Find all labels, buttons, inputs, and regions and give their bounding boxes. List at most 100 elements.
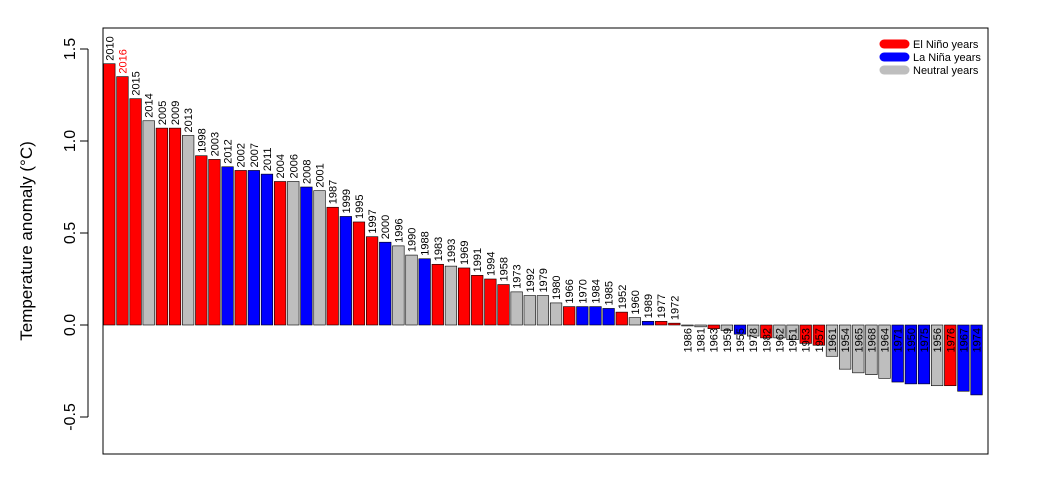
bar-year-label: 2013 — [183, 108, 195, 132]
bar-year-label: 2016 — [117, 49, 129, 73]
bar — [365, 236, 379, 326]
bar-year-label: 1983 — [433, 237, 445, 261]
bar-year-label: 1985 — [604, 281, 616, 305]
bar-year-label: 1989 — [643, 294, 655, 318]
bar-year-label: 1958 — [499, 257, 511, 281]
bar-year-label: 1960 — [630, 290, 642, 314]
bar-year-label: 1965 — [853, 328, 865, 352]
y-tick-label: -0.5 — [62, 403, 79, 431]
bar-year-label: 1952 — [617, 285, 629, 309]
bar-year-label: 2002 — [236, 143, 248, 167]
y-tick-label: 0.0 — [62, 314, 79, 336]
bar-year-label: 2005 — [157, 101, 169, 125]
bar — [195, 155, 208, 326]
bar-year-label: 1969 — [459, 240, 471, 264]
bar — [247, 170, 260, 326]
y-tick-label: 1.0 — [62, 130, 79, 152]
bar — [747, 324, 760, 337]
bar — [471, 275, 484, 326]
bar-year-label: 1999 — [341, 189, 353, 213]
bar-year-label: 1959 — [722, 328, 734, 352]
bar-year-label: 1961 — [827, 328, 839, 352]
bar — [129, 98, 142, 326]
bar — [641, 321, 655, 326]
bar-year-label: 1972 — [669, 296, 681, 320]
bar-year-label: 1970 — [577, 279, 589, 303]
bar — [168, 127, 182, 326]
bar-year-label: 1954 — [840, 328, 852, 352]
legend-label: Neutral years — [913, 65, 979, 77]
bar — [287, 181, 300, 326]
y-tick-label: 1.5 — [62, 38, 79, 60]
bar-year-label: 1967 — [958, 328, 970, 352]
bar — [576, 306, 589, 326]
bar-year-label: 1998 — [196, 128, 208, 152]
bar — [274, 181, 287, 326]
bar — [103, 63, 116, 326]
bar-year-label: 2012 — [223, 139, 235, 163]
bar-year-label: 1957 — [814, 328, 826, 352]
bar-year-label: 1981 — [696, 328, 708, 352]
bar-year-label: 1990 — [407, 228, 419, 252]
bar — [182, 135, 195, 326]
bar — [812, 324, 825, 346]
bar-year-label: 1951 — [788, 328, 800, 352]
legend-label: El Niño years — [913, 39, 979, 51]
bar — [931, 324, 944, 387]
bar — [563, 306, 576, 326]
bar-year-label: 1984 — [590, 279, 602, 303]
bar — [339, 216, 352, 326]
bar-year-label: 1997 — [367, 209, 379, 233]
bar-year-label: 1956 — [932, 328, 944, 352]
bar — [602, 308, 615, 326]
bar — [668, 322, 681, 326]
bar-year-label: 2011 — [262, 147, 274, 171]
bar — [615, 311, 628, 326]
bar — [484, 278, 497, 326]
bar — [418, 258, 431, 326]
bar — [707, 324, 720, 329]
bar — [694, 324, 707, 328]
bar-year-label: 1964 — [880, 328, 892, 352]
bar — [392, 245, 405, 326]
bar — [865, 324, 878, 375]
bar — [497, 284, 510, 326]
bar — [760, 324, 773, 339]
bar-year-label: 2003 — [209, 132, 221, 156]
bar — [260, 173, 274, 326]
bar — [720, 324, 733, 331]
bar-year-label: 2010 — [104, 36, 116, 60]
bar — [628, 317, 641, 326]
bar-year-label: 1963 — [709, 328, 721, 352]
bar-year-label: 1971 — [893, 328, 905, 352]
bar — [904, 324, 917, 385]
bar — [444, 265, 458, 326]
bar — [891, 324, 904, 383]
bar — [970, 324, 983, 396]
plot-frame — [102, 27, 989, 455]
bars-group — [103, 63, 983, 396]
bar-year-label: 1982 — [761, 328, 773, 352]
bar — [733, 324, 747, 335]
bar-year-label: 1979 — [538, 268, 550, 292]
bar — [457, 267, 471, 326]
bar — [589, 306, 602, 326]
bar-year-label: 1968 — [866, 328, 878, 352]
bar-year-label: 1987 — [328, 180, 340, 204]
bar — [142, 120, 155, 326]
bar-year-label: 1994 — [485, 252, 497, 276]
bar-year-label: 1978 — [748, 328, 760, 352]
bar — [431, 263, 444, 326]
bar-year-label: 1991 — [472, 248, 484, 272]
bar-year-label: 1993 — [446, 239, 458, 263]
bar-year-label: 1973 — [512, 264, 524, 288]
bar-year-label: 2006 — [288, 154, 300, 178]
y-axis: -0.5 0.0 0.5 1.0 1.5 — [62, 38, 89, 431]
bar-year-label: 1980 — [551, 275, 563, 299]
bar-year-label: 2008 — [301, 160, 313, 184]
bar-year-label: 1966 — [564, 279, 576, 303]
bar — [116, 76, 129, 326]
bar — [839, 324, 852, 370]
